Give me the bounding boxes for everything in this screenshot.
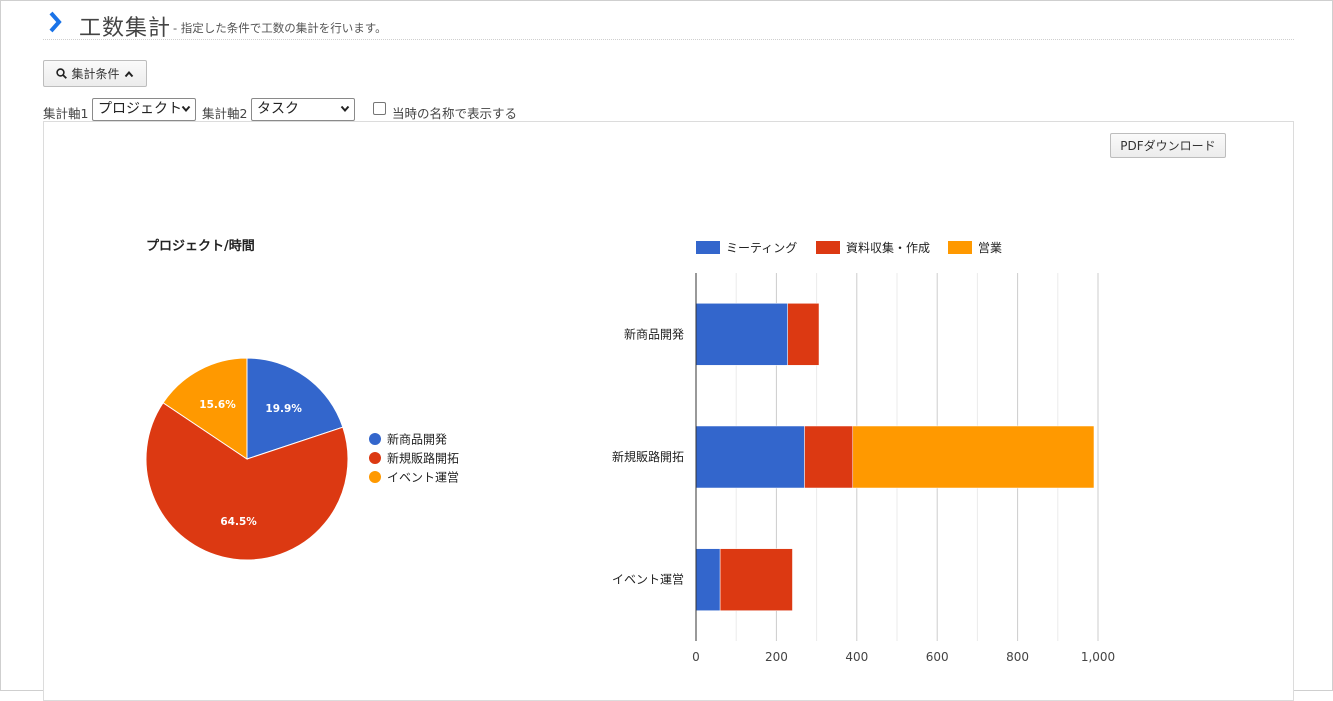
conditions-toggle-label: 集計条件 bbox=[71, 67, 120, 81]
pie-data-label: 15.6% bbox=[199, 399, 236, 411]
pie-legend-label: 新商品開発 bbox=[387, 432, 447, 447]
bar-segment[interactable] bbox=[719, 548, 793, 611]
legend-swatch bbox=[696, 241, 720, 254]
axis1-label: 集計軸1 bbox=[43, 106, 89, 121]
chevron-up-icon bbox=[124, 70, 133, 77]
x-tick-label: 600 bbox=[926, 650, 949, 664]
chart-panel: PDFダウンロード プロジェクト/時間 19.9% 64.5% 15.6% 新商品開… bbox=[43, 121, 1294, 701]
historical-name-label: 当時の名称で表示する bbox=[392, 106, 518, 121]
pie-slice-3[interactable] bbox=[162, 357, 248, 460]
legend-swatch bbox=[948, 241, 972, 254]
page-header: 工数集計 - 指定した条件で工数の集計を行います。 bbox=[43, 6, 1294, 41]
axis1-select[interactable]: プロジェクト bbox=[92, 98, 196, 121]
pdf-download-label: PDFダウンロード bbox=[1120, 139, 1216, 153]
bar-segment[interactable] bbox=[804, 425, 854, 489]
bar-segment[interactable] bbox=[852, 425, 1095, 489]
pie-data-label: 64.5% bbox=[220, 516, 257, 528]
pie-chart-title: プロジェクト/時間 bbox=[146, 238, 255, 254]
bar-legend-label: 資料収集・作成 bbox=[846, 240, 930, 255]
x-tick-label: 0 bbox=[692, 650, 700, 664]
bar-segment[interactable] bbox=[787, 303, 820, 366]
bar-segment[interactable] bbox=[695, 425, 805, 489]
pie-slice-2[interactable] bbox=[145, 402, 349, 561]
conditions-toggle-button[interactable]: 集計条件 bbox=[43, 60, 147, 87]
x-tick-label: 1,000 bbox=[1081, 650, 1115, 664]
bar-segment[interactable] bbox=[695, 548, 721, 611]
page-subtitle: - 指定した条件で工数の集計を行います。 bbox=[173, 21, 387, 35]
axis2-selected-value: タスク bbox=[257, 101, 299, 117]
bar-legend-label: 営業 bbox=[978, 241, 1002, 255]
x-tick-label: 800 bbox=[1006, 650, 1029, 664]
pdf-download-button[interactable]: PDFダウンロード bbox=[1110, 133, 1226, 158]
legend-swatch bbox=[369, 433, 381, 445]
search-icon bbox=[56, 68, 68, 79]
chevron-right-icon bbox=[49, 11, 62, 33]
axis2-select[interactable]: タスク bbox=[251, 98, 355, 121]
x-tick-label: 400 bbox=[845, 650, 868, 664]
pie-slice-1[interactable] bbox=[246, 357, 344, 460]
page-title: 工数集計 bbox=[79, 16, 172, 41]
bar-category-label: イベント運営 bbox=[612, 573, 684, 587]
axis1-selected-value: プロジェクト bbox=[98, 101, 182, 117]
legend-swatch bbox=[369, 452, 381, 464]
legend-swatch bbox=[369, 471, 381, 483]
pie-legend-label: イベント運営 bbox=[387, 471, 459, 485]
chevron-down-icon bbox=[340, 105, 350, 113]
bar-category-label: 新商品開発 bbox=[624, 326, 684, 341]
chevron-down-icon bbox=[181, 105, 191, 113]
bar-segment[interactable] bbox=[695, 303, 788, 366]
pie-chart: プロジェクト/時間 19.9% 64.5% 15.6% 新商品開発新規販路開拓イベン… bbox=[145, 238, 459, 561]
x-tick-label: 200 bbox=[765, 650, 788, 664]
historical-name-checkbox[interactable] bbox=[373, 102, 386, 115]
legend-swatch bbox=[816, 241, 840, 254]
bar-category-label: 新規販路開拓 bbox=[612, 449, 684, 464]
pie-legend-label: 新規販路開拓 bbox=[387, 451, 459, 466]
bar-legend-label: ミーティング bbox=[726, 241, 797, 255]
pie-data-label: 19.9% bbox=[265, 403, 302, 415]
axis2-label: 集計軸2 bbox=[202, 106, 248, 121]
